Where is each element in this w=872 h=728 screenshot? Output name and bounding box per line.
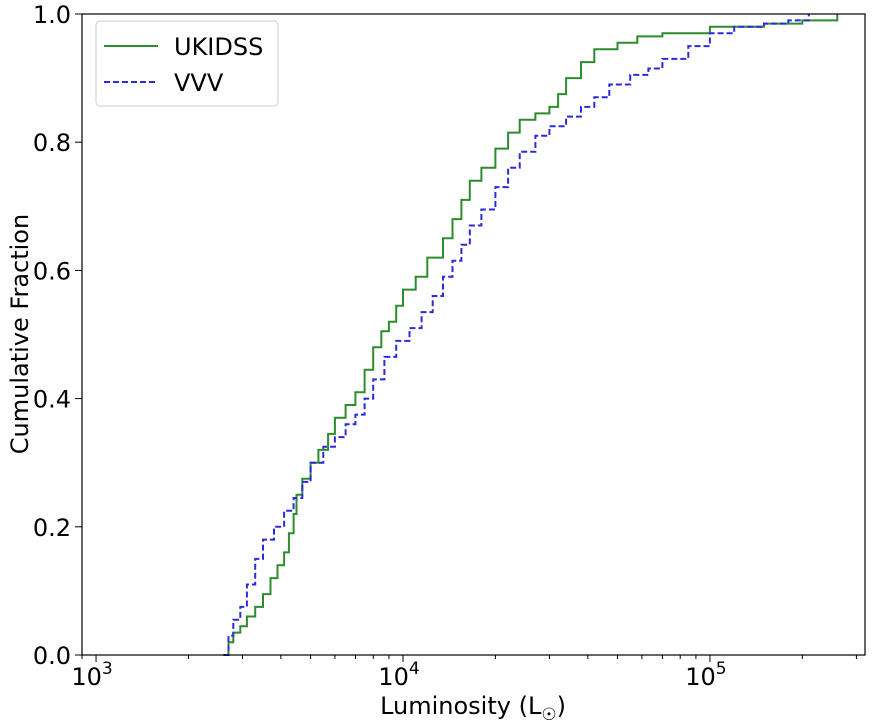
series-lines — [223, 14, 839, 656]
y-tick-label: 0.2 — [33, 514, 71, 542]
legend: UKIDSS VVV — [95, 20, 279, 107]
x-tick-label: 105 — [685, 659, 726, 691]
x-tick-label: 103 — [71, 659, 112, 691]
y-axis-ticks: 0.0 0.2 0.4 0.6 0.8 1.0 — [33, 1, 82, 670]
x-axis-ticks: 103 104 105 — [71, 655, 857, 691]
legend-box — [95, 20, 279, 107]
x-axis-label: Luminosity (L☉) — [380, 692, 566, 725]
y-tick-label: 0.8 — [33, 129, 71, 157]
legend-label-vvv: VVV — [174, 69, 224, 97]
y-tick-label: 0.6 — [33, 257, 71, 285]
legend-label-ukidss: UKIDSS — [174, 33, 263, 61]
series-line-vvv — [223, 14, 810, 656]
series-line-ukidss — [223, 14, 839, 656]
x-tick-label: 104 — [378, 659, 419, 691]
y-tick-label: 0.0 — [33, 642, 71, 670]
y-tick-label: 0.4 — [33, 386, 71, 414]
y-axis-label: Cumulative Fraction — [6, 214, 34, 454]
plot-frame — [81, 13, 866, 656]
y-tick-label: 1.0 — [33, 1, 71, 29]
